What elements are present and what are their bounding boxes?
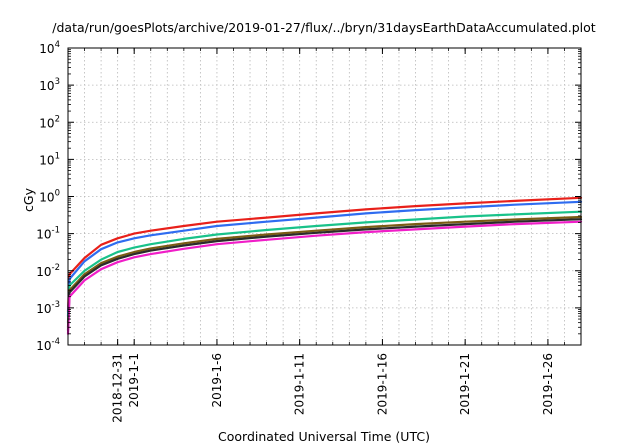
- y-axis: 10-4 10-3 10-2 10-1 100 101 102 103 104: [36, 40, 581, 353]
- y-tick-label: 10-1: [36, 226, 60, 242]
- series-line-5: [66, 218, 583, 332]
- grid: [68, 48, 581, 345]
- x-tick-label: 2019-1-6: [210, 353, 224, 407]
- series-line-4: [66, 215, 583, 329]
- series-line-1: [66, 196, 583, 313]
- series-line-2: [66, 200, 583, 318]
- y-tick-label: 10-2: [36, 263, 60, 279]
- x-tick-label: 2019-1-16: [375, 353, 389, 415]
- x-tick-label: 2018-12-31: [111, 353, 125, 423]
- y-tick-label: 10-4: [36, 337, 60, 353]
- x-axis: 2018-12-31 2019-1-1 2019-1-6 2019-1-11 2019-…: [84, 48, 565, 423]
- x-tick-label: 2019-1-11: [293, 353, 307, 415]
- series-group: [66, 196, 583, 335]
- y-tick-label: 101: [39, 151, 60, 167]
- x-tick-label: 2019-1-26: [541, 353, 555, 415]
- chart-title: /data/run/goesPlots/archive/2019-01-27/f…: [52, 20, 596, 35]
- y-axis-label: cGy: [21, 187, 36, 212]
- y-tick-label: 100: [39, 189, 60, 205]
- x-axis-label: Coordinated Universal Time (UTC): [218, 429, 430, 444]
- y-tick-label: 10-3: [36, 300, 60, 316]
- y-tick-label: 104: [39, 40, 60, 56]
- x-tick-label: 2019-1-21: [458, 353, 472, 415]
- x-tick-label: 2019-1-1: [127, 353, 141, 407]
- y-tick-label: 102: [39, 114, 60, 130]
- series-line-3: [66, 210, 583, 324]
- series-line-6: [66, 220, 583, 335]
- y-tick-label: 103: [39, 77, 60, 93]
